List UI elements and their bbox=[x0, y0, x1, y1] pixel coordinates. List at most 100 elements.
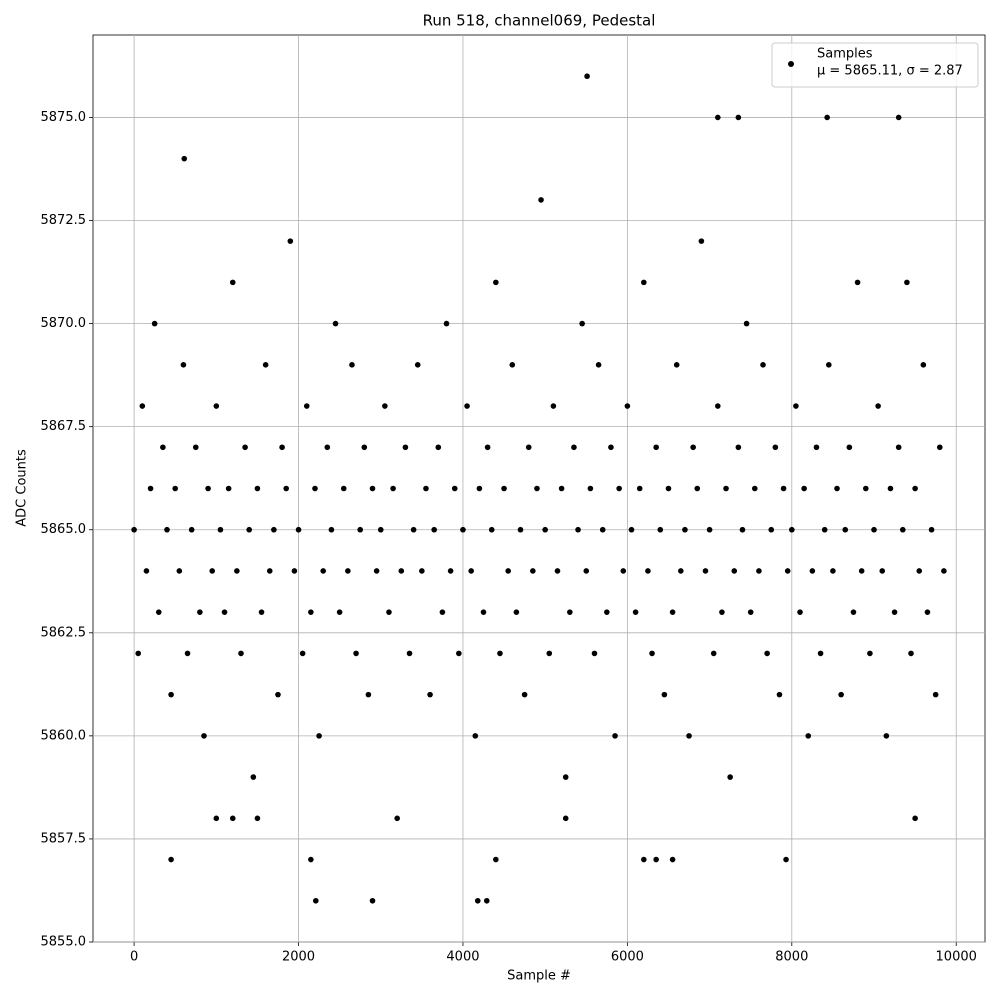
data-point bbox=[328, 526, 335, 533]
data-point bbox=[275, 691, 281, 698]
legend: Samples μ = 5865.11, σ = 2.87 bbox=[771, 42, 979, 88]
data-point bbox=[474, 897, 481, 904]
data-point bbox=[780, 485, 787, 492]
data-point bbox=[891, 609, 898, 615]
data-point bbox=[850, 609, 857, 615]
data-point bbox=[205, 485, 211, 492]
data-point bbox=[451, 485, 458, 492]
data-point bbox=[558, 485, 565, 492]
data-point bbox=[406, 650, 413, 657]
data-point bbox=[595, 362, 602, 368]
data-point bbox=[135, 650, 142, 657]
data-point bbox=[616, 485, 622, 492]
data-point bbox=[246, 526, 253, 533]
data-point bbox=[168, 856, 174, 863]
data-point bbox=[653, 856, 659, 863]
data-point bbox=[221, 609, 228, 615]
data-point bbox=[460, 526, 466, 533]
data-point bbox=[760, 362, 766, 368]
data-point bbox=[575, 526, 581, 533]
data-point bbox=[669, 609, 676, 615]
data-point bbox=[299, 650, 306, 657]
data-point bbox=[493, 856, 499, 863]
data-point bbox=[653, 444, 659, 451]
data-point bbox=[229, 279, 236, 286]
data-point bbox=[747, 609, 754, 615]
data-point bbox=[895, 114, 902, 121]
data-point bbox=[229, 815, 236, 822]
data-point bbox=[188, 526, 195, 533]
data-point bbox=[414, 362, 421, 368]
data-point bbox=[501, 485, 507, 492]
data-point bbox=[567, 609, 573, 615]
data-point bbox=[776, 691, 783, 698]
x-tick-label: 4000 bbox=[446, 950, 479, 965]
data-point bbox=[636, 485, 643, 492]
data-point bbox=[875, 403, 881, 409]
data-point bbox=[484, 444, 491, 451]
legend-box bbox=[771, 42, 979, 88]
data-point bbox=[587, 485, 594, 492]
data-point bbox=[928, 526, 935, 533]
data-point bbox=[139, 403, 146, 409]
data-point bbox=[825, 362, 832, 368]
data-point bbox=[858, 568, 865, 574]
data-point bbox=[427, 691, 433, 698]
data-point bbox=[340, 485, 347, 492]
data-point bbox=[793, 403, 799, 409]
data-point bbox=[620, 568, 627, 574]
data-point bbox=[538, 197, 544, 203]
data-point bbox=[357, 526, 363, 533]
data-point bbox=[867, 650, 873, 657]
data-point bbox=[435, 444, 442, 451]
legend-marker bbox=[788, 61, 794, 67]
data-point bbox=[505, 568, 511, 574]
y-tick-label: 5857.5 bbox=[41, 831, 87, 846]
data-point bbox=[690, 444, 696, 451]
data-point bbox=[628, 526, 635, 533]
data-point bbox=[706, 526, 713, 533]
data-point bbox=[530, 568, 536, 574]
data-point bbox=[920, 362, 927, 368]
data-point bbox=[916, 568, 923, 574]
data-point bbox=[752, 485, 758, 492]
data-point bbox=[242, 444, 248, 451]
data-point bbox=[743, 320, 750, 327]
data-point bbox=[217, 526, 224, 533]
data-point bbox=[895, 444, 902, 451]
x-tick-label: 8000 bbox=[775, 950, 808, 965]
data-point bbox=[550, 403, 557, 409]
data-point bbox=[783, 856, 789, 863]
data-point bbox=[842, 526, 849, 533]
data-point bbox=[369, 897, 376, 904]
data-point bbox=[131, 526, 137, 533]
data-point bbox=[353, 650, 359, 657]
data-point bbox=[488, 526, 495, 533]
data-point bbox=[579, 320, 585, 327]
data-point bbox=[838, 691, 844, 698]
data-point bbox=[624, 403, 631, 409]
data-point bbox=[472, 733, 479, 739]
data-point bbox=[483, 897, 490, 904]
data-point bbox=[476, 485, 483, 492]
data-point bbox=[846, 444, 853, 451]
data-point bbox=[497, 650, 503, 657]
data-point bbox=[686, 733, 692, 739]
data-point bbox=[591, 650, 598, 657]
data-point bbox=[349, 362, 355, 368]
data-point bbox=[365, 691, 372, 698]
y-tick-label: 5867.5 bbox=[41, 419, 87, 434]
data-point bbox=[641, 856, 647, 863]
data-point bbox=[513, 609, 520, 615]
data-point bbox=[517, 526, 524, 533]
data-point bbox=[312, 485, 318, 492]
data-point bbox=[468, 568, 474, 574]
data-point bbox=[710, 650, 717, 657]
data-point bbox=[768, 526, 775, 533]
data-point bbox=[180, 362, 187, 368]
data-point bbox=[871, 526, 877, 533]
data-point bbox=[546, 650, 553, 657]
data-point bbox=[377, 526, 384, 533]
data-point bbox=[554, 568, 561, 574]
data-point bbox=[678, 568, 684, 574]
